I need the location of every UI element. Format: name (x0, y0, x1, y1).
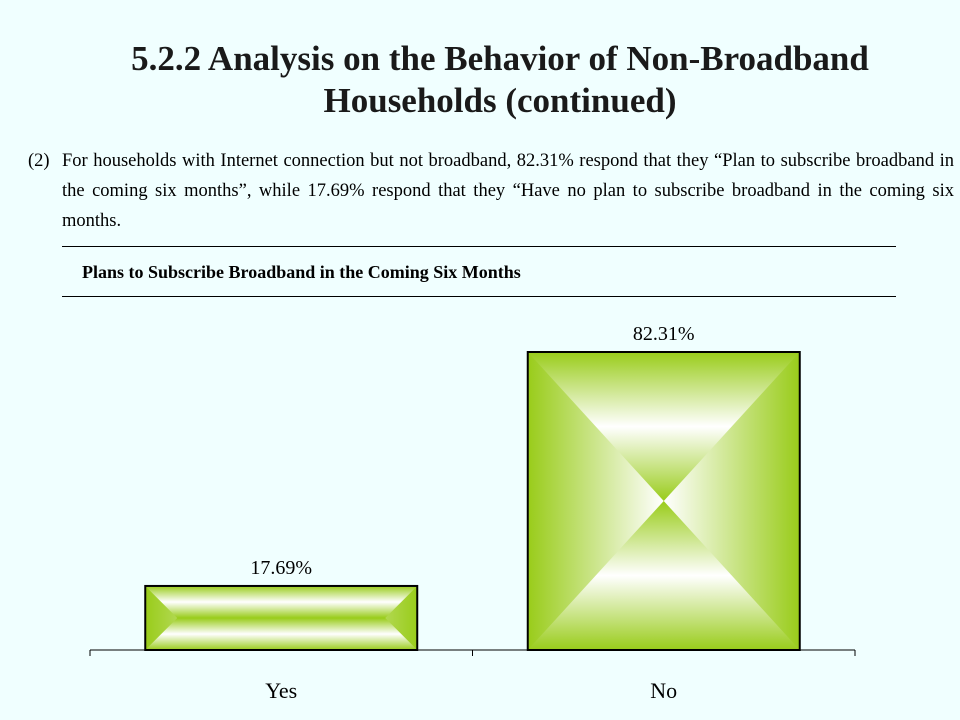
slide-title: 5.2.2 Analysis on the Behavior of Non-Br… (0, 38, 960, 122)
bar-fill-vertical (145, 585, 418, 618)
x-tick-label: No (650, 678, 677, 703)
chart-title: Plans to Subscribe Broadband in the Comi… (82, 262, 521, 282)
chart-title-top-rule (62, 246, 896, 247)
bar-fill-vertical (145, 617, 418, 650)
paragraph-text: For households with Internet connection … (62, 151, 954, 231)
paragraph-item: (2) For households with Internet connect… (28, 146, 954, 236)
slide-title-line1: 5.2.2 Analysis on the Behavior of Non-Br… (131, 39, 869, 78)
slide-title-line2: Households (continued) (323, 81, 677, 120)
bar-yes (144, 584, 419, 652)
body-text: (2) For households with Internet connect… (28, 146, 954, 236)
bar-fill-vertical (527, 501, 800, 650)
paragraph-number: (2) (28, 151, 50, 171)
bar-value-label: 17.69% (250, 557, 312, 579)
bar-fill-vertical (527, 352, 800, 501)
x-tick-label: Yes (265, 678, 297, 703)
bar-value-label: 82.31% (633, 323, 695, 345)
bar-no (526, 351, 801, 651)
chart-title-bottom-rule (62, 296, 896, 297)
